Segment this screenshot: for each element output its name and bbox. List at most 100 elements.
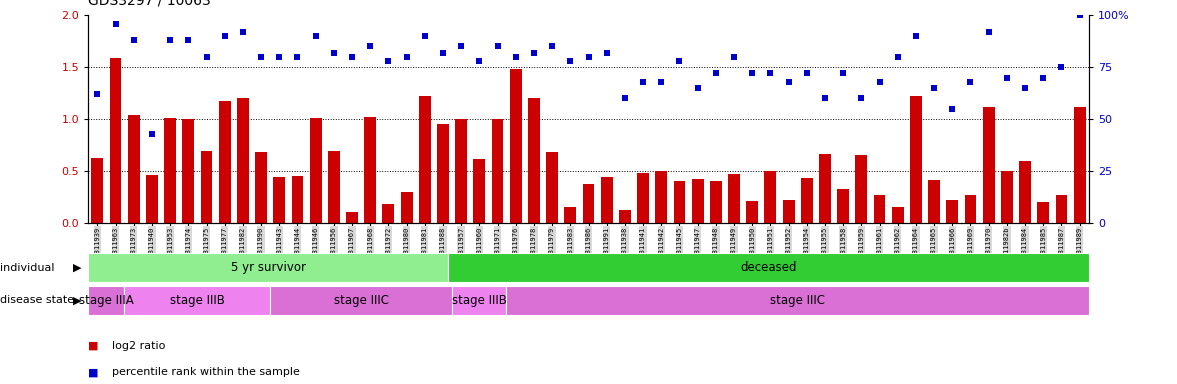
Point — [633, 79, 652, 85]
Bar — [419, 96, 431, 223]
Bar — [310, 118, 321, 223]
Point — [379, 58, 398, 64]
Bar — [473, 159, 485, 223]
Bar — [929, 180, 940, 223]
Bar — [200, 151, 212, 223]
Bar — [365, 117, 377, 223]
Bar — [125, 286, 271, 315]
Bar — [452, 286, 506, 315]
Bar — [656, 171, 667, 223]
Bar — [1056, 195, 1068, 223]
Point — [1052, 64, 1071, 70]
Bar — [746, 201, 758, 223]
Point — [889, 54, 907, 60]
Bar — [565, 207, 577, 223]
Text: deceased: deceased — [740, 262, 797, 274]
Bar — [528, 98, 540, 223]
Bar — [637, 173, 649, 223]
Point — [197, 54, 215, 60]
Bar — [182, 119, 194, 223]
Point — [106, 21, 125, 27]
Point — [161, 37, 180, 43]
Point — [88, 91, 107, 97]
Point — [179, 37, 198, 43]
Bar — [383, 204, 394, 223]
Point — [1016, 85, 1035, 91]
Bar — [673, 181, 685, 223]
Point — [962, 79, 980, 85]
Point — [343, 54, 361, 60]
Point — [816, 95, 834, 101]
Point — [452, 43, 471, 50]
Bar — [165, 118, 177, 223]
Bar — [819, 154, 831, 223]
Point — [797, 70, 816, 76]
Text: percentile rank within the sample: percentile rank within the sample — [112, 367, 300, 377]
Point — [233, 29, 252, 35]
Point — [725, 54, 744, 60]
Text: GDS3297 / 10063: GDS3297 / 10063 — [88, 0, 211, 8]
Point — [870, 79, 889, 85]
Point — [779, 79, 798, 85]
Bar — [128, 115, 140, 223]
Text: stage IIIC: stage IIIC — [334, 294, 388, 307]
Text: individual: individual — [0, 263, 54, 273]
Bar — [510, 69, 521, 223]
Bar — [88, 253, 448, 282]
Point — [561, 58, 580, 64]
Bar — [729, 174, 740, 223]
Point — [979, 29, 998, 35]
Point — [543, 43, 561, 50]
Text: disease state: disease state — [0, 295, 74, 306]
Text: ▶: ▶ — [73, 263, 81, 273]
Bar — [1000, 171, 1012, 223]
Point — [506, 54, 525, 60]
Bar — [448, 253, 1089, 282]
Point — [652, 79, 671, 85]
Text: stage IIIB: stage IIIB — [452, 294, 507, 307]
Bar — [910, 96, 922, 223]
Point — [306, 33, 325, 39]
Bar — [437, 124, 448, 223]
Bar — [710, 181, 722, 223]
Bar — [1037, 202, 1049, 223]
Bar — [492, 119, 504, 223]
Bar — [271, 286, 452, 315]
Point — [616, 95, 634, 101]
Bar — [346, 212, 358, 223]
Point — [833, 70, 852, 76]
Bar — [237, 98, 248, 223]
Bar — [783, 200, 794, 223]
Point — [706, 70, 725, 76]
Point — [997, 74, 1016, 81]
Bar — [109, 58, 121, 223]
Bar — [892, 207, 904, 223]
Bar — [506, 286, 1089, 315]
Point — [215, 33, 234, 39]
Text: stage IIIB: stage IIIB — [169, 294, 225, 307]
Bar — [92, 159, 104, 223]
Point — [762, 70, 780, 76]
Point — [270, 54, 288, 60]
Bar — [856, 156, 867, 223]
Bar — [965, 195, 977, 223]
Bar — [292, 176, 304, 223]
Bar — [600, 177, 612, 223]
Point — [852, 95, 871, 101]
Text: ▶: ▶ — [73, 295, 81, 306]
Bar — [800, 178, 812, 223]
Point — [1070, 12, 1089, 18]
Bar — [983, 107, 995, 223]
Text: log2 ratio: log2 ratio — [112, 341, 165, 351]
Bar — [328, 151, 340, 223]
Bar — [255, 152, 267, 223]
Point — [670, 58, 689, 64]
Bar — [1073, 107, 1085, 223]
Point — [579, 54, 598, 60]
Point — [1033, 74, 1052, 81]
Point — [361, 43, 380, 50]
Bar — [765, 171, 777, 223]
Point — [597, 50, 616, 56]
Point — [433, 50, 452, 56]
Text: stage IIIA: stage IIIA — [79, 294, 134, 307]
